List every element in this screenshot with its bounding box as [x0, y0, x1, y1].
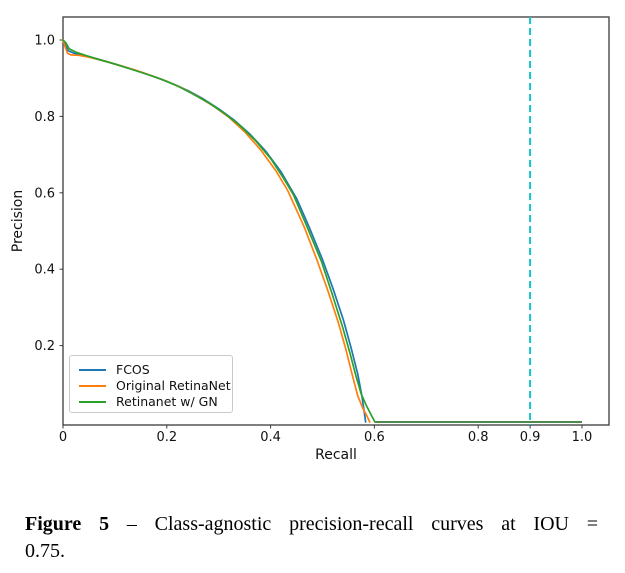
x-tick-label: 0.9 — [520, 430, 541, 445]
x-tick-label: 0.4 — [260, 430, 281, 445]
x-tick-label: 1.0 — [572, 430, 593, 445]
original-retinanet-line-swatch — [79, 385, 106, 387]
legend-label-retinanet-gn: Retinanet w/ GN — [116, 394, 218, 409]
legend-label-original-retinanet: Original RetinaNet — [116, 378, 231, 393]
curve-retinanet-w-gn — [62, 39, 376, 423]
y-tick-label: 0.2 — [34, 339, 55, 354]
x-tick-label: 0.6 — [364, 430, 385, 445]
x-tick-label: 0.8 — [468, 430, 489, 445]
figure-caption: Figure 5 – Class-agnostic precision-reca… — [25, 511, 598, 565]
figure-caption-text: Class-agnostic precision-recall curves a… — [154, 513, 599, 535]
legend-label-fcos: FCOS — [116, 362, 150, 377]
figure-caption-line2: 0.75. — [25, 540, 65, 562]
fcos-line-swatch — [79, 369, 106, 371]
figure-caption-separator: – — [126, 513, 137, 535]
chart-legend: FCOS Original RetinaNet Retinanet w/ GN — [69, 355, 233, 413]
x-axis-label: Recall — [315, 447, 357, 463]
y-tick-label: 0.4 — [34, 263, 55, 278]
y-tick-label: 0.8 — [34, 110, 55, 125]
legend-item-fcos: FCOS — [79, 362, 224, 378]
legend-item-original-retinanet: Original RetinaNet — [79, 378, 231, 394]
pr-chart-canvas: 0 0.2 0.4 0.6 0.8 0.9 1.0 0.2 0.4 0.6 0.8 1.0 Recall… — [10, 16, 610, 463]
y-tick-label: 1.0 — [34, 34, 55, 49]
x-tick-label: 0.2 — [156, 430, 177, 445]
plot-spines — [62, 16, 610, 426]
x-tick-label: 0 — [59, 430, 67, 445]
y-tick-label: 0.6 — [34, 186, 55, 201]
y-axis-label: Precision — [10, 190, 26, 252]
figure-caption-label: Figure 5 — [25, 513, 110, 535]
pr-curve-figure: 0 0.2 0.4 0.6 0.8 0.9 1.0 0.2 0.4 0.6 0.8 1.0 Recall… — [10, 16, 610, 463]
figure-caption-line1: Figure 5 – Class-agnostic precision-reca… — [25, 511, 598, 538]
legend-item-retinanet-gn: Retinanet w/ GN — [79, 394, 224, 410]
retinanet-gn-line-swatch — [79, 401, 106, 403]
